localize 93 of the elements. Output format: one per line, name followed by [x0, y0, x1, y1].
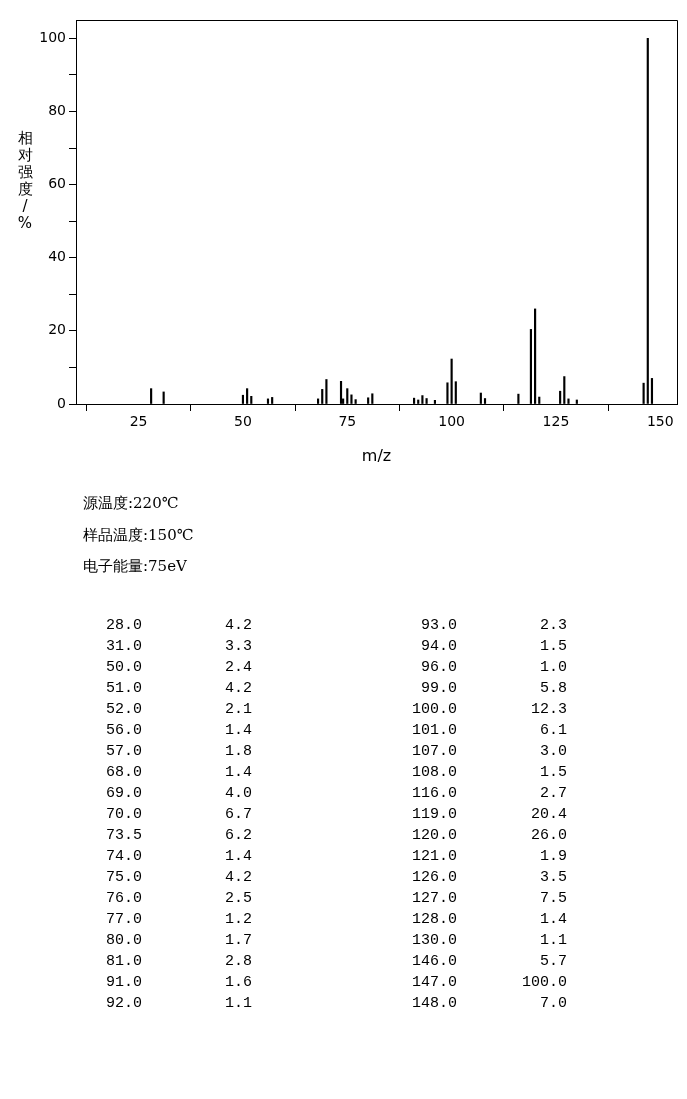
text: 5.7: [539, 953, 567, 970]
text: 1.6: [224, 974, 252, 991]
text: 50.0: [105, 659, 142, 676]
y-tick-label: 0: [57, 394, 66, 411]
text: 6.2: [224, 827, 252, 844]
text: 7.0: [539, 995, 567, 1012]
text: 77.0: [105, 911, 142, 928]
text: 26.0: [530, 827, 567, 844]
text: 99.0: [420, 680, 457, 697]
text: 7.5: [539, 890, 567, 907]
text: 20.4: [530, 806, 567, 823]
text: 93.0: [420, 617, 457, 634]
y-axis-title: 相对强度/%: [16, 129, 34, 232]
text: 128.0: [411, 911, 457, 928]
text: 73.5: [105, 827, 142, 844]
text: 56.0: [105, 722, 142, 739]
text: 81.0: [105, 953, 142, 970]
text: 1.4: [539, 911, 567, 928]
text: 2.5: [224, 890, 252, 907]
text: 91.0: [105, 974, 142, 991]
text: 2.8: [224, 953, 252, 970]
text: 2.3: [539, 617, 567, 634]
text: 57.0: [105, 743, 142, 760]
text: 1.7: [224, 932, 252, 949]
text: 2.1: [224, 701, 252, 718]
text: 119.0: [411, 806, 457, 823]
text: 31.0: [105, 638, 142, 655]
text: 1.5: [539, 764, 567, 781]
text: 3.0: [539, 743, 567, 760]
text: 4.0: [224, 785, 252, 802]
text: 121.0: [411, 848, 457, 865]
text: 96.0: [420, 659, 457, 676]
text: 4.2: [224, 869, 252, 886]
x-tick-label: 50: [234, 413, 252, 430]
y-tick-label: 80: [48, 102, 66, 119]
text: 1.0: [539, 659, 567, 676]
x-tick-label: 75: [338, 413, 357, 430]
text: 6.1: [539, 722, 567, 739]
text: 75.0: [105, 869, 142, 886]
text: 1.8: [224, 743, 252, 760]
text: 101.0: [411, 722, 457, 739]
x-tick-label: 100: [438, 413, 465, 430]
y-tick-label: 60: [48, 175, 66, 192]
text: 样品温度:150℃: [83, 525, 194, 545]
text: 28.0: [105, 617, 142, 634]
x-tick-label: 25: [129, 413, 148, 430]
x-axis-title: m/z: [361, 445, 392, 465]
text: 108.0: [411, 764, 457, 781]
text: 147.0: [411, 974, 457, 991]
text: 92.0: [105, 995, 142, 1012]
text: 74.0: [105, 848, 142, 865]
y-tick-label: 100: [39, 28, 66, 45]
text: 4.2: [224, 680, 252, 697]
text: 4.2: [224, 617, 252, 634]
x-tick-label: 125: [542, 413, 570, 430]
text: 126.0: [411, 869, 457, 886]
text: 146.0: [411, 953, 457, 970]
text: 94.0: [420, 638, 457, 655]
text: 5.8: [539, 680, 567, 697]
text: 130.0: [411, 932, 457, 949]
text: 120.0: [411, 827, 457, 844]
text: 70.0: [105, 806, 142, 823]
text: 1.9: [539, 848, 567, 865]
text: 52.0: [105, 701, 142, 718]
text: 69.0: [105, 785, 142, 802]
text: 100.0: [411, 701, 457, 718]
text: 76.0: [105, 890, 142, 907]
text: 1.4: [224, 848, 252, 865]
text: 100.0: [521, 974, 567, 991]
text: 1.5: [539, 638, 567, 655]
text: 68.0: [105, 764, 142, 781]
text: 1.2: [224, 911, 252, 928]
text: 127.0: [411, 890, 457, 907]
text: 电子能量:75eV: [83, 557, 187, 576]
text: 2.4: [224, 659, 252, 676]
text: 12.3: [530, 701, 567, 718]
text: 1.1: [224, 995, 252, 1012]
text: 3.5: [539, 869, 567, 886]
text: 1.4: [224, 764, 252, 781]
text: 6.7: [224, 806, 252, 823]
y-tick-label: 40: [48, 248, 66, 265]
x-tick-label: 150: [646, 413, 674, 430]
text: 1.1: [539, 932, 567, 949]
text: 3.3: [224, 638, 252, 655]
text: 80.0: [105, 932, 142, 949]
text: 2.7: [539, 785, 567, 802]
y-tick-label: 20: [48, 321, 66, 338]
text: 源温度:220℃: [83, 494, 179, 513]
text: 51.0: [105, 680, 142, 697]
text: 148.0: [411, 995, 457, 1012]
text: 116.0: [411, 785, 457, 802]
text: 107.0: [411, 743, 457, 760]
text: 1.4: [224, 722, 252, 739]
